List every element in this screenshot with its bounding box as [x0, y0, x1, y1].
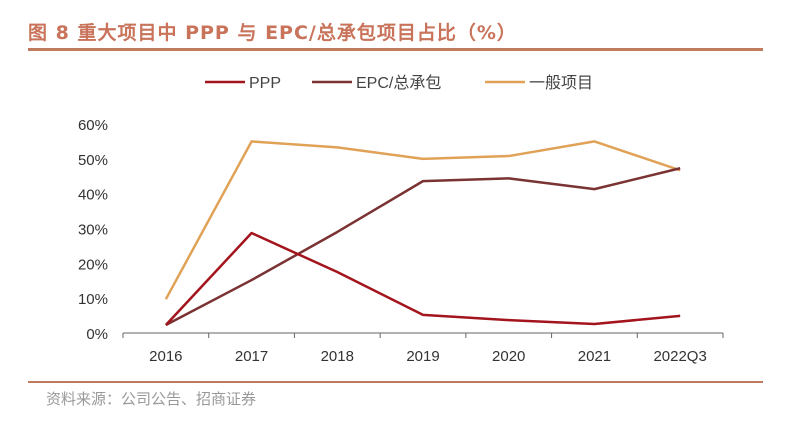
legend-label: PPP [249, 75, 281, 92]
x-tick-label: 2016 [149, 348, 182, 365]
y-tick-label: 20% [78, 256, 108, 273]
chart-title: 图 8 重大项目中 PPP 与 EPC/总承包项目占比（%） [28, 22, 517, 44]
x-tick-label: 2022Q3 [653, 348, 706, 365]
series-line-2 [164, 140, 681, 300]
y-tick-label: 60% [78, 117, 108, 134]
x-tick-label: 2020 [492, 348, 525, 365]
legend-label: 一般项目 [529, 74, 593, 92]
series-line-0 [164, 231, 681, 326]
y-tick-label: 50% [78, 152, 108, 169]
x-tick-label: 2019 [406, 348, 439, 365]
legend-label: EPC/总承包 [356, 74, 441, 92]
y-tick-label: 0% [86, 326, 108, 343]
source-note: 资料来源：公司公告、招商证券 [46, 390, 257, 408]
y-tick-label: 40% [78, 187, 108, 204]
title-divider [28, 48, 763, 51]
y-tick-label: 30% [78, 222, 108, 239]
x-tick-label: 2021 [578, 348, 611, 365]
footer-divider [28, 381, 763, 383]
series-line-1 [165, 167, 681, 327]
x-tick-label: 2018 [321, 348, 354, 365]
x-tick-label: 2017 [235, 348, 268, 365]
y-tick-label: 10% [78, 291, 108, 308]
